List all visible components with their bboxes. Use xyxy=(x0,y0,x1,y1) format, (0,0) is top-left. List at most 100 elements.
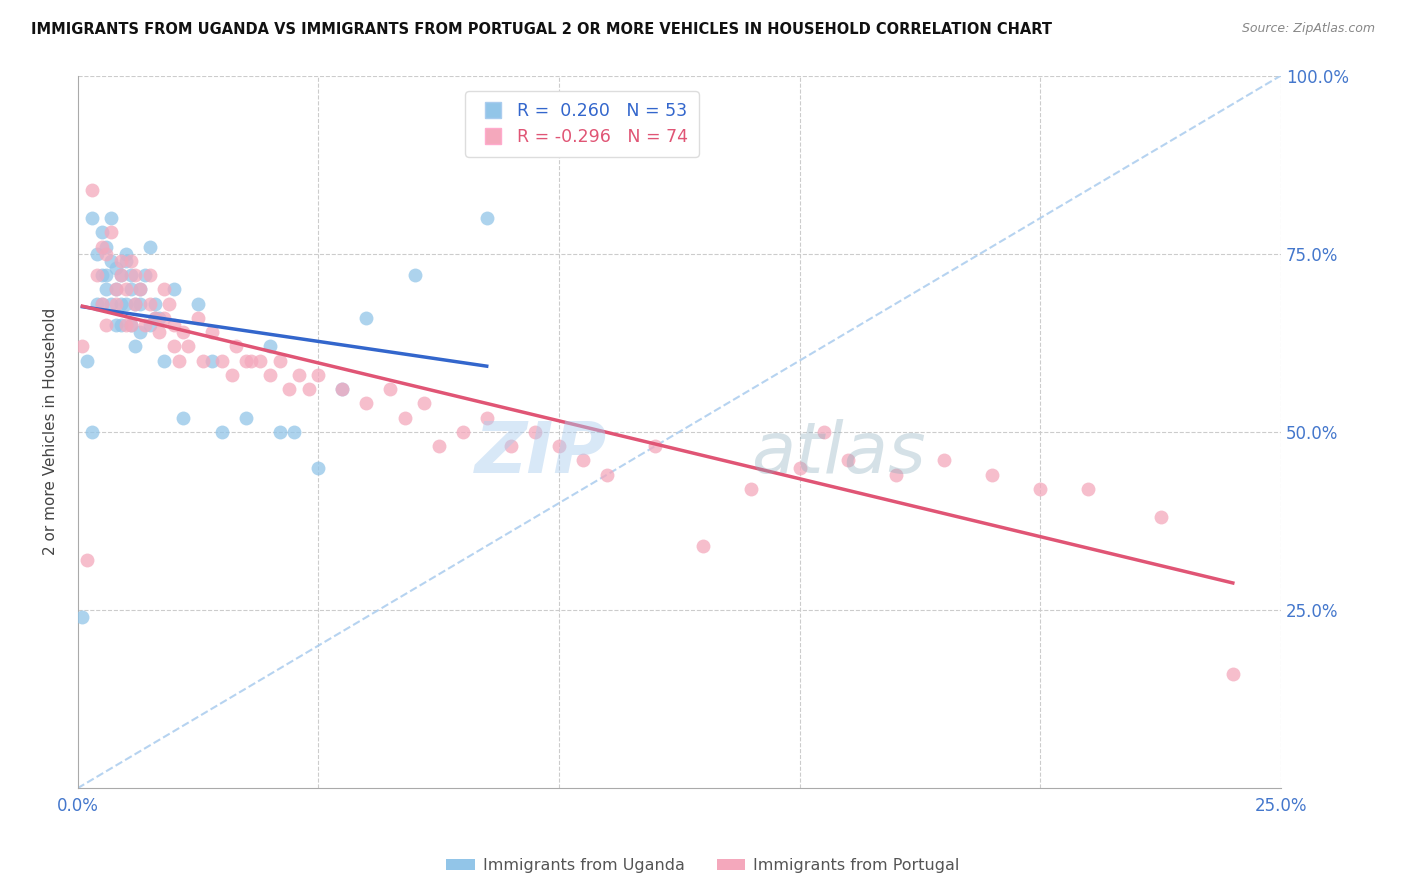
Point xyxy=(413,396,436,410)
Point xyxy=(139,296,162,310)
Legend: R =  0.260   N = 53, R = -0.296   N = 74: R = 0.260 N = 53, R = -0.296 N = 74 xyxy=(465,91,699,157)
Point xyxy=(307,460,329,475)
Point xyxy=(124,268,146,282)
Point xyxy=(288,368,311,382)
Point xyxy=(356,310,378,325)
Point xyxy=(139,268,162,282)
Point xyxy=(100,296,122,310)
Point xyxy=(278,382,301,396)
Point xyxy=(100,225,122,239)
Point xyxy=(90,225,112,239)
Point xyxy=(644,439,666,453)
Point xyxy=(90,239,112,253)
Point xyxy=(143,296,166,310)
Point xyxy=(80,211,103,225)
Point xyxy=(451,425,474,439)
Point xyxy=(90,268,112,282)
Point xyxy=(932,453,955,467)
Point xyxy=(72,339,94,353)
Point xyxy=(120,318,142,332)
Text: IMMIGRANTS FROM UGANDA VS IMMIGRANTS FROM PORTUGAL 2 OR MORE VEHICLES IN HOUSEHO: IMMIGRANTS FROM UGANDA VS IMMIGRANTS FRO… xyxy=(31,22,1052,37)
Point xyxy=(475,211,498,225)
Point xyxy=(96,282,118,296)
Point xyxy=(120,253,142,268)
Point xyxy=(153,353,176,368)
Text: Source: ZipAtlas.com: Source: ZipAtlas.com xyxy=(1241,22,1375,36)
Point xyxy=(163,282,186,296)
Point xyxy=(249,353,271,368)
Point xyxy=(100,211,122,225)
Point xyxy=(356,396,378,410)
Point xyxy=(120,268,142,282)
Point xyxy=(259,339,281,353)
Point xyxy=(259,368,281,382)
Point xyxy=(1222,667,1244,681)
Point xyxy=(129,325,152,339)
Point xyxy=(225,339,247,353)
Point xyxy=(981,467,1004,482)
Point xyxy=(110,268,132,282)
Point xyxy=(837,453,859,467)
Point xyxy=(427,439,450,453)
Point xyxy=(1149,510,1171,524)
Point xyxy=(114,246,136,260)
Point xyxy=(157,296,180,310)
Point xyxy=(330,382,353,396)
Point xyxy=(96,318,118,332)
Y-axis label: 2 or more Vehicles in Household: 2 or more Vehicles in Household xyxy=(44,309,58,556)
Point xyxy=(239,353,262,368)
Legend: Immigrants from Uganda, Immigrants from Portugal: Immigrants from Uganda, Immigrants from … xyxy=(440,852,966,880)
Point xyxy=(148,310,170,325)
Point xyxy=(394,410,416,425)
Point xyxy=(76,553,98,567)
Point xyxy=(235,353,257,368)
Point xyxy=(110,268,132,282)
Point xyxy=(330,382,353,396)
Point xyxy=(96,246,118,260)
Point xyxy=(148,325,170,339)
Point xyxy=(163,339,186,353)
Point xyxy=(1077,482,1099,496)
Point xyxy=(143,310,166,325)
Point xyxy=(90,296,112,310)
Text: ZIP: ZIP xyxy=(475,418,607,488)
Point xyxy=(124,296,146,310)
Point xyxy=(72,610,94,624)
Point xyxy=(572,453,595,467)
Point xyxy=(475,410,498,425)
Point xyxy=(110,296,132,310)
Point xyxy=(105,318,128,332)
Point xyxy=(172,325,194,339)
Point xyxy=(163,318,186,332)
Point xyxy=(105,296,128,310)
Text: atlas: atlas xyxy=(751,418,927,488)
Point xyxy=(105,282,128,296)
Point xyxy=(86,268,108,282)
Point xyxy=(139,318,162,332)
Point xyxy=(86,246,108,260)
Point xyxy=(283,425,305,439)
Point xyxy=(114,282,136,296)
Point xyxy=(105,282,128,296)
Point xyxy=(134,318,156,332)
Point xyxy=(124,339,146,353)
Point xyxy=(201,353,224,368)
Point xyxy=(201,325,224,339)
Point xyxy=(110,253,132,268)
Point xyxy=(129,282,152,296)
Point xyxy=(172,410,194,425)
Point xyxy=(134,268,156,282)
Point xyxy=(740,482,762,496)
Point xyxy=(153,310,176,325)
Point xyxy=(548,439,571,453)
Point xyxy=(269,353,291,368)
Point xyxy=(167,353,190,368)
Point xyxy=(96,268,118,282)
Point xyxy=(153,282,176,296)
Point xyxy=(596,467,619,482)
Point xyxy=(105,260,128,275)
Point xyxy=(96,239,118,253)
Point xyxy=(499,439,522,453)
Point xyxy=(884,467,907,482)
Point xyxy=(1029,482,1052,496)
